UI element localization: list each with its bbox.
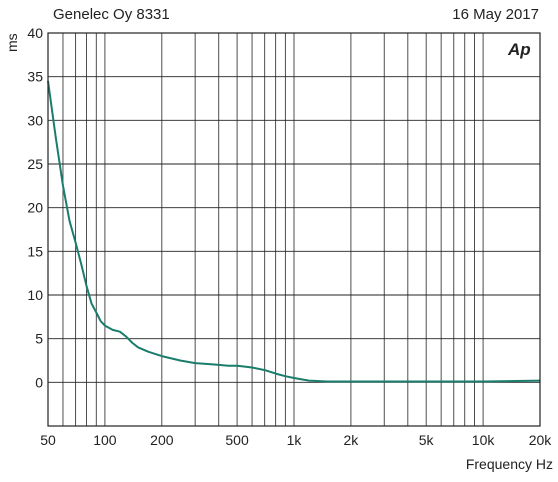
- chart-date: 16 May 2017: [452, 6, 539, 23]
- y-tick-label: 40: [27, 25, 43, 41]
- x-tick-label: 20k: [529, 432, 553, 448]
- ap-logo-icon: Ap: [508, 40, 531, 59]
- y-tick-label: 25: [27, 156, 43, 172]
- x-tick-label: 2k: [344, 432, 360, 448]
- plot-frame: [47, 32, 541, 427]
- x-tick-label: 1k: [287, 432, 303, 448]
- y-tick-label: 35: [27, 69, 43, 85]
- x-tick-label: 500: [225, 432, 249, 448]
- y-tick-label: 15: [27, 243, 43, 259]
- y-tick-label: 10: [27, 287, 43, 303]
- x-axis-label: Frequency Hz: [465, 456, 553, 472]
- series-layer: [47, 80, 541, 383]
- x-tick-label: 50: [40, 432, 56, 448]
- y-tick-label: 20: [27, 200, 43, 216]
- tick-labels: 50 100 200 500 1k 2k 5k 10k 20k 0 5 10 15 20 25 30 35 40: [27, 25, 552, 448]
- series-line: [47, 80, 541, 383]
- chart-title: Genelec Oy 8331: [53, 6, 170, 23]
- grid: [47, 32, 541, 427]
- x-tick-label: 5k: [419, 432, 435, 448]
- y-tick-label: 5: [35, 331, 43, 347]
- y-tick-label: 30: [27, 112, 43, 128]
- x-tick-label: 100: [93, 432, 117, 448]
- x-tick-label: 10k: [472, 432, 496, 448]
- y-tick-label: 0: [35, 374, 43, 390]
- x-tick-label: 200: [150, 432, 174, 448]
